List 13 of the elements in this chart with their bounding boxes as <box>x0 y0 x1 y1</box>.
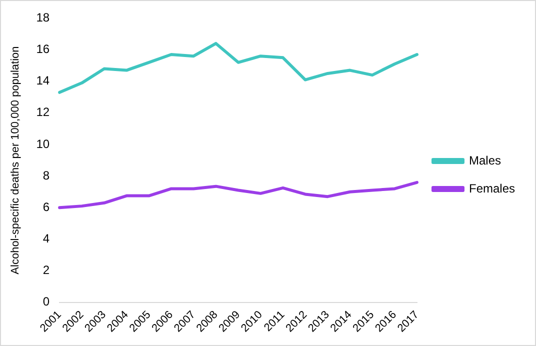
legend-label: Females <box>468 181 515 196</box>
y-tick-label: 8 <box>42 168 50 182</box>
y-tick-label: 6 <box>42 200 50 214</box>
y-tick-label: 10 <box>36 136 50 151</box>
y-tick-label: 0 <box>42 294 50 309</box>
y-tick-label: 4 <box>42 232 50 246</box>
y-axis-title: Alcohol-specific deaths per 100,000 population <box>10 46 22 274</box>
y-tick-label: 2 <box>42 263 50 278</box>
legend-label: Males <box>468 153 501 168</box>
y-tick-label: 18 <box>36 10 50 25</box>
y-tick-label: 14 <box>36 74 50 88</box>
y-tick-label: 16 <box>36 42 50 56</box>
y-tick-label: 12 <box>36 105 50 120</box>
